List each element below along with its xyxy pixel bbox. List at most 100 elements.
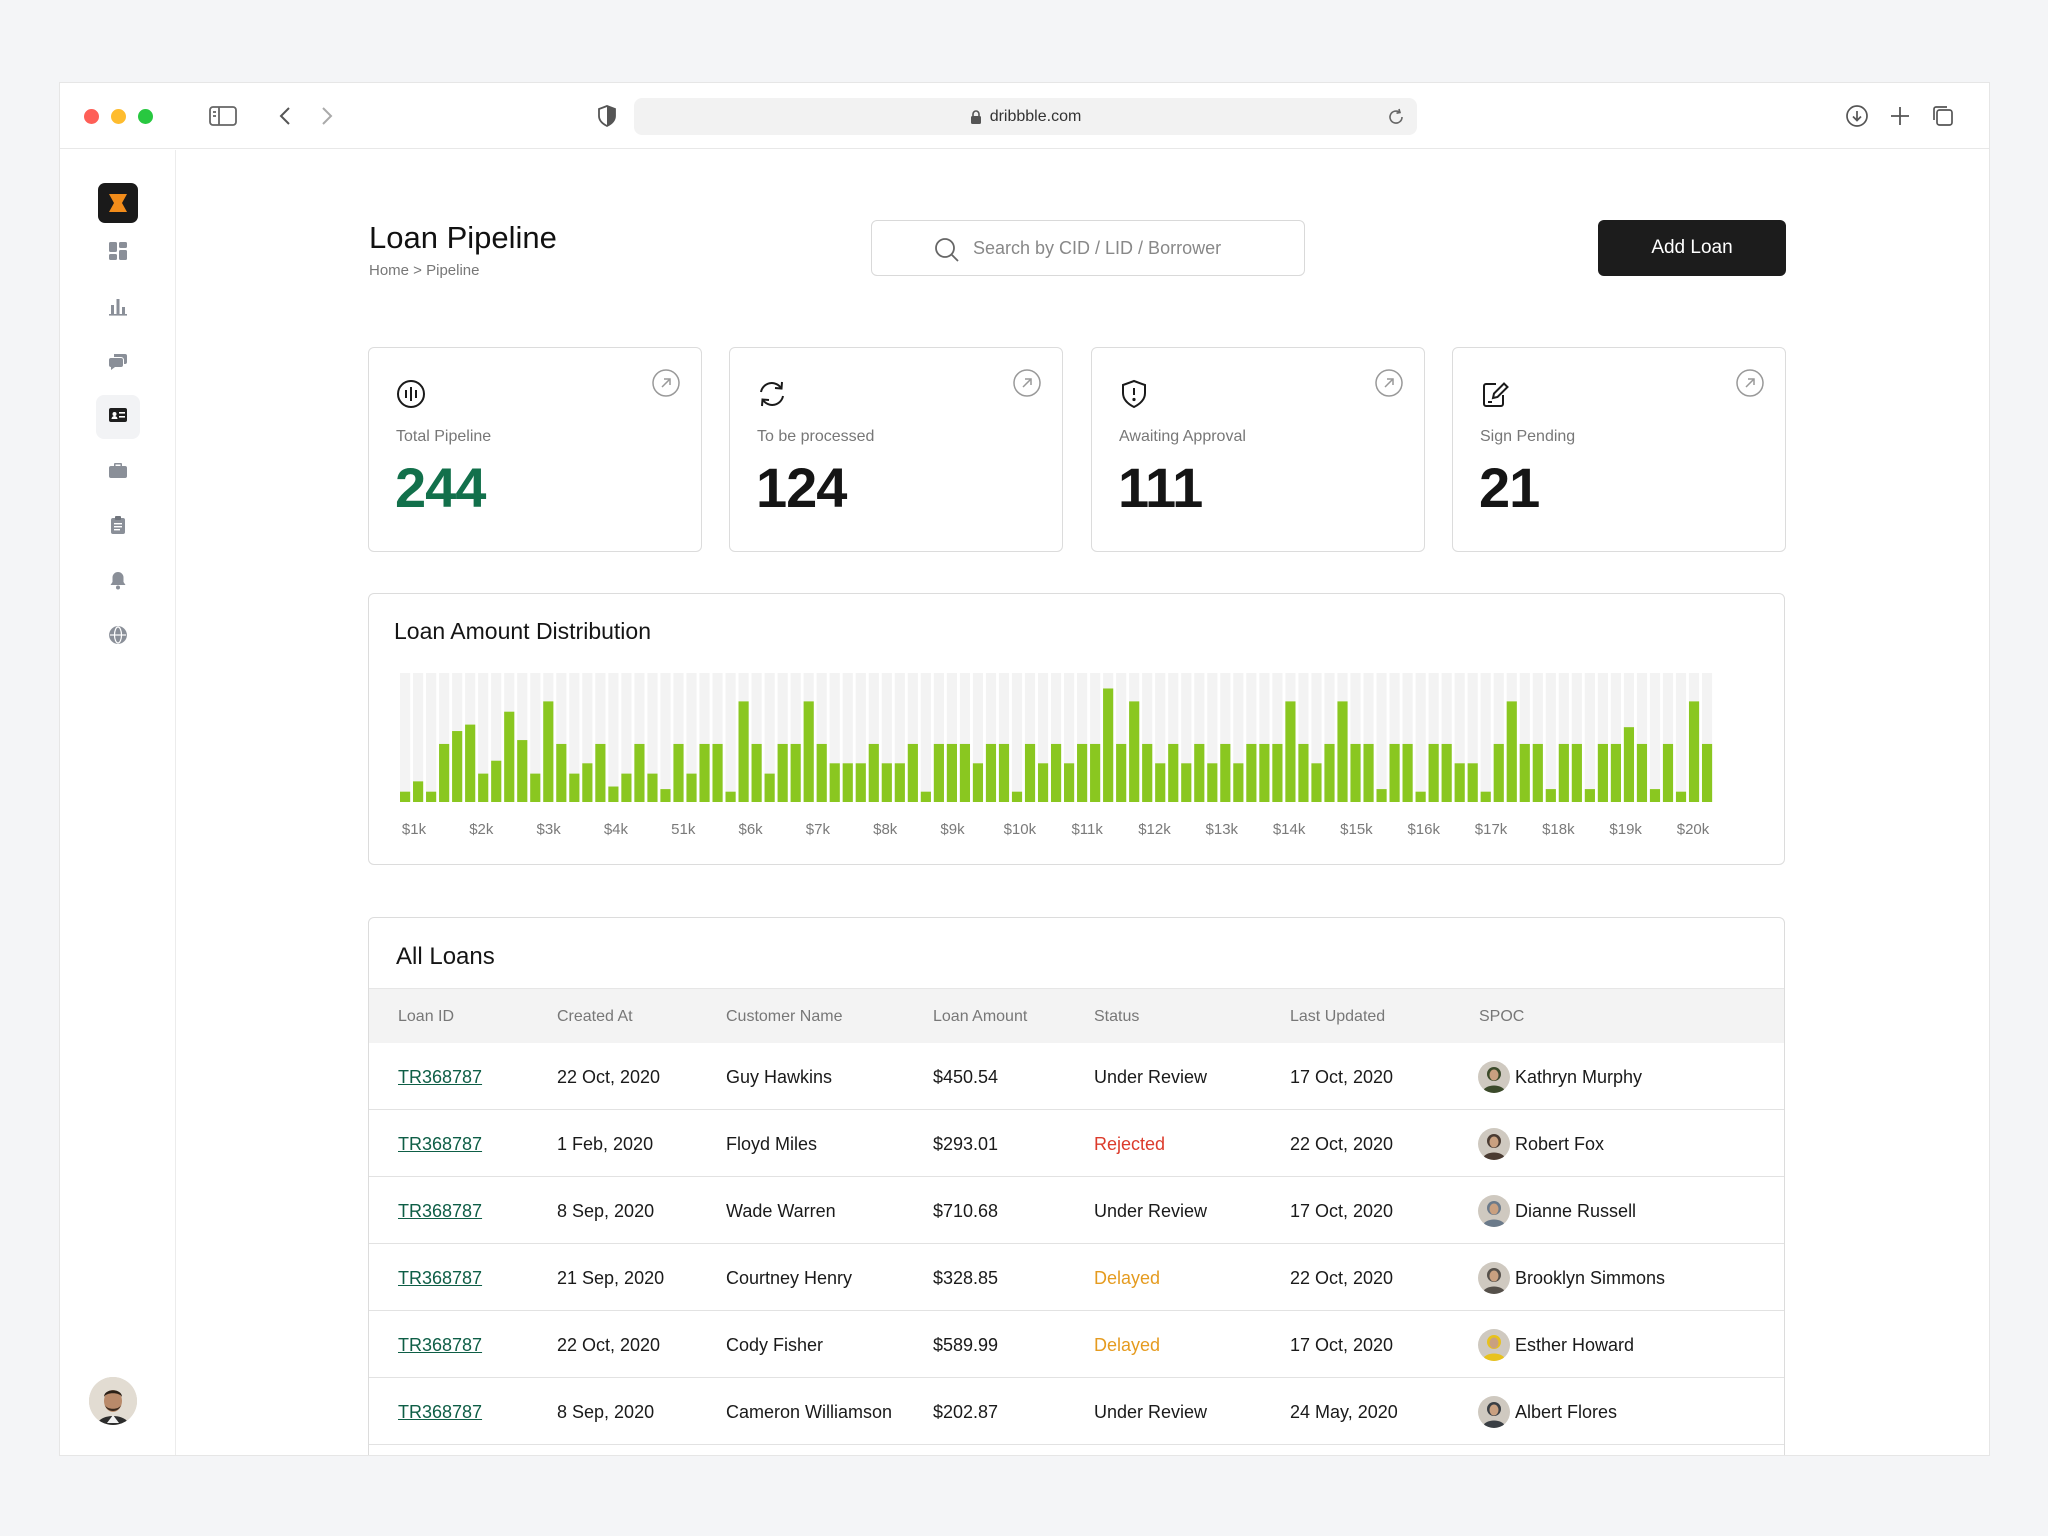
open-arrow-icon[interactable] bbox=[1374, 368, 1404, 398]
column-header-loan-id[interactable]: Loan ID bbox=[398, 1008, 455, 1025]
chart-bar[interactable] bbox=[829, 763, 840, 802]
chart-bar[interactable] bbox=[816, 743, 827, 802]
table-row[interactable]: TR368787 22 Oct, 2020 Guy Hawkins $450.54 Un… bbox=[369, 1043, 1784, 1110]
chart-bar[interactable] bbox=[1610, 743, 1621, 802]
chart-bar[interactable] bbox=[1194, 743, 1205, 802]
sidebar-item-global[interactable] bbox=[96, 615, 140, 659]
chart-bar[interactable] bbox=[1168, 743, 1179, 802]
chart-bar[interactable] bbox=[660, 789, 671, 802]
sidebar-toggle-icon[interactable] bbox=[208, 101, 238, 131]
chart-bar[interactable] bbox=[413, 781, 424, 802]
chart-bar[interactable] bbox=[595, 743, 606, 802]
loan-id-link[interactable]: TR368787 bbox=[398, 1268, 483, 1288]
chart-bar[interactable] bbox=[608, 786, 619, 802]
chart-bar[interactable] bbox=[1480, 791, 1491, 802]
open-arrow-icon[interactable] bbox=[1735, 368, 1765, 398]
chart-bar[interactable] bbox=[517, 740, 528, 802]
plus-icon[interactable] bbox=[1885, 101, 1915, 131]
chart-bar[interactable] bbox=[686, 773, 697, 802]
chart-bar[interactable] bbox=[1636, 743, 1648, 802]
chart-bar[interactable] bbox=[1337, 701, 1348, 802]
chart-bar[interactable] bbox=[1389, 743, 1400, 802]
chart-bar[interactable] bbox=[907, 743, 918, 802]
chart-bar[interactable] bbox=[1519, 743, 1530, 802]
breadcrumb[interactable]: Home > Pipeline bbox=[369, 262, 480, 279]
chart-bar[interactable] bbox=[1662, 743, 1674, 802]
chart-bar[interactable] bbox=[465, 724, 476, 802]
chart-bar[interactable] bbox=[1011, 791, 1023, 802]
chart-bar[interactable] bbox=[452, 731, 463, 802]
chart-bar[interactable] bbox=[1402, 743, 1413, 802]
chart-bar[interactable] bbox=[582, 763, 593, 802]
column-header-customer-name[interactable]: Customer Name bbox=[726, 1008, 843, 1025]
chart-bar[interactable] bbox=[1050, 743, 1062, 802]
stat-card-awaiting-approval[interactable]: Awaiting Approval 111 bbox=[1091, 347, 1425, 552]
chart-bar[interactable] bbox=[868, 743, 879, 802]
chart-bar[interactable] bbox=[790, 743, 801, 802]
chart-bar[interactable] bbox=[738, 701, 749, 802]
chart-bar[interactable] bbox=[1155, 763, 1166, 802]
table-row[interactable]: TR368787 8 Sep, 2020 Cameron Williamson $20… bbox=[369, 1378, 1784, 1445]
chart-bar[interactable] bbox=[972, 763, 984, 802]
chart-bar[interactable] bbox=[1142, 743, 1153, 802]
app-logo[interactable] bbox=[98, 183, 138, 223]
chart-bar[interactable] bbox=[777, 743, 788, 802]
chart-bar[interactable] bbox=[1506, 701, 1517, 802]
loan-id-link[interactable]: TR368787 bbox=[398, 1134, 483, 1154]
chart-bar[interactable] bbox=[439, 743, 450, 802]
chart-bar[interactable] bbox=[1441, 743, 1452, 802]
user-avatar[interactable] bbox=[89, 1377, 137, 1425]
loan-id-link[interactable]: TR368787 bbox=[398, 1402, 483, 1422]
chart-bar[interactable] bbox=[1532, 743, 1543, 802]
chart-bar[interactable] bbox=[1024, 743, 1036, 802]
chart-bar[interactable] bbox=[1116, 743, 1127, 802]
address-bar[interactable]: dribbble.com bbox=[634, 98, 1417, 135]
shield-icon[interactable] bbox=[592, 101, 622, 131]
chart-bar[interactable] bbox=[803, 701, 814, 802]
chart-bar[interactable] bbox=[1428, 743, 1439, 802]
open-arrow-icon[interactable] bbox=[651, 368, 681, 398]
chart-bar[interactable] bbox=[1454, 763, 1465, 802]
chart-bar[interactable] bbox=[1037, 763, 1049, 802]
chart-bar[interactable] bbox=[543, 701, 554, 802]
chart-bar[interactable] bbox=[1558, 743, 1569, 802]
search-input[interactable]: Search by CID / LID / Borrower bbox=[871, 220, 1305, 276]
chart-bar[interactable] bbox=[1077, 743, 1088, 802]
chart-bar[interactable] bbox=[1285, 701, 1296, 802]
chart-bar[interactable] bbox=[634, 743, 645, 802]
chart-bar[interactable] bbox=[1246, 743, 1257, 802]
table-row[interactable]: TR368787 8 Sep, 2020 Wade Warren $710.68 Und… bbox=[369, 1177, 1784, 1244]
tabs-icon[interactable] bbox=[1928, 101, 1958, 131]
download-icon[interactable] bbox=[1842, 101, 1872, 131]
add-loan-button[interactable]: Add Loan bbox=[1598, 220, 1786, 276]
sidebar-item-analytics[interactable] bbox=[96, 286, 140, 330]
chart-bar[interactable] bbox=[530, 773, 541, 802]
chart-bar[interactable] bbox=[894, 763, 905, 802]
sidebar-item-messages[interactable] bbox=[96, 341, 140, 385]
column-header-spoc[interactable]: SPOC bbox=[1479, 1008, 1525, 1025]
sidebar-item-loans[interactable] bbox=[96, 395, 140, 439]
open-arrow-icon[interactable] bbox=[1012, 368, 1042, 398]
chart-bar[interactable] bbox=[998, 743, 1010, 802]
stat-card-sign-pending[interactable]: Sign Pending 21 bbox=[1452, 347, 1786, 552]
chart-bar[interactable] bbox=[1103, 688, 1114, 802]
chart-bar[interactable] bbox=[1688, 701, 1700, 802]
chart-bar[interactable] bbox=[1701, 743, 1713, 802]
sidebar-item-dashboard[interactable] bbox=[96, 231, 140, 275]
chart-bar[interactable] bbox=[1376, 789, 1387, 802]
chart-bar[interactable] bbox=[1415, 791, 1426, 802]
chart-bar[interactable] bbox=[569, 773, 580, 802]
maximize-window-button[interactable] bbox=[138, 109, 153, 124]
table-row[interactable]: TR368787 22 Oct, 2020 Cody Fisher $589.99 De… bbox=[369, 1311, 1784, 1378]
chart-bar[interactable] bbox=[1467, 763, 1478, 802]
chart-bar[interactable] bbox=[1571, 743, 1582, 802]
sidebar-item-notifications[interactable] bbox=[96, 560, 140, 604]
chart-bar[interactable] bbox=[491, 760, 502, 802]
sidebar-item-tasks[interactable] bbox=[96, 505, 140, 549]
loan-id-link[interactable]: TR368787 bbox=[398, 1201, 483, 1221]
close-window-button[interactable] bbox=[84, 109, 99, 124]
chart-bar[interactable] bbox=[478, 773, 489, 802]
chart-bar[interactable] bbox=[1207, 763, 1218, 802]
chart-bar[interactable] bbox=[1259, 743, 1270, 802]
chart-bar[interactable] bbox=[959, 743, 971, 802]
